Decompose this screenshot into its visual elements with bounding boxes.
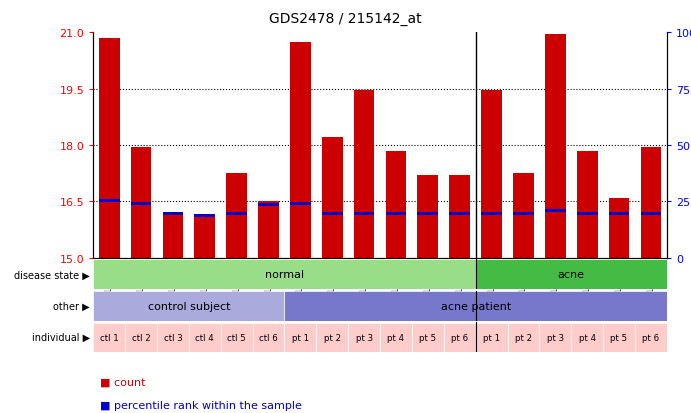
Bar	[412, 323, 444, 352]
Bar	[577, 151, 598, 258]
Bar	[157, 323, 189, 352]
Bar	[545, 210, 566, 213]
Bar	[253, 323, 285, 352]
Text: ctl 3: ctl 3	[164, 333, 182, 342]
Bar	[162, 215, 183, 258]
Bar	[348, 323, 380, 352]
Text: ■ percentile rank within the sample: ■ percentile rank within the sample	[100, 400, 302, 410]
Bar	[227, 212, 247, 215]
Bar	[93, 291, 285, 321]
Bar	[290, 202, 311, 205]
Bar	[93, 323, 125, 352]
Bar	[322, 138, 343, 258]
Bar	[285, 291, 667, 321]
Bar	[285, 323, 316, 352]
Bar	[641, 212, 661, 215]
Bar	[194, 217, 215, 258]
Bar	[481, 212, 502, 215]
Bar	[162, 212, 183, 215]
Text: pt 5: pt 5	[419, 333, 437, 342]
Bar	[609, 212, 630, 215]
Bar	[449, 176, 470, 258]
Bar	[322, 212, 343, 215]
Bar	[577, 212, 598, 215]
Text: ctl 2: ctl 2	[132, 333, 151, 342]
Text: pt 3: pt 3	[356, 333, 372, 342]
Text: ctl 4: ctl 4	[196, 333, 214, 342]
Text: pt 3: pt 3	[547, 333, 564, 342]
Bar	[386, 151, 406, 258]
Text: pt 2: pt 2	[323, 333, 341, 342]
Text: pt 2: pt 2	[515, 333, 532, 342]
Bar	[354, 91, 375, 258]
Bar	[417, 176, 438, 258]
Text: pt 1: pt 1	[483, 333, 500, 342]
Bar	[131, 147, 151, 258]
Text: pt 6: pt 6	[643, 333, 659, 342]
Bar	[513, 212, 533, 215]
Bar	[641, 147, 661, 258]
Bar	[481, 91, 502, 258]
Bar	[475, 260, 667, 290]
Text: pt 6: pt 6	[451, 333, 468, 342]
Bar	[189, 323, 220, 352]
Bar	[507, 323, 540, 352]
Bar	[354, 212, 375, 215]
Text: ctl 5: ctl 5	[227, 333, 246, 342]
Bar	[417, 212, 438, 215]
Bar	[386, 212, 406, 215]
Bar	[258, 203, 279, 206]
Text: ctl 6: ctl 6	[259, 333, 278, 342]
Bar	[220, 323, 253, 352]
Bar	[635, 323, 667, 352]
Bar	[444, 323, 475, 352]
Bar	[93, 260, 475, 290]
Text: acne: acne	[558, 270, 585, 280]
Bar	[99, 39, 120, 258]
Text: pt 5: pt 5	[610, 333, 627, 342]
Text: individual ▶: individual ▶	[32, 332, 90, 342]
Bar	[545, 35, 566, 258]
Bar	[290, 43, 311, 258]
Bar	[99, 199, 120, 203]
Bar	[540, 323, 571, 352]
Bar	[603, 323, 635, 352]
Bar	[609, 198, 630, 258]
Text: ctl 1: ctl 1	[100, 333, 119, 342]
Bar	[131, 202, 151, 205]
Text: control subject: control subject	[148, 301, 230, 311]
Bar	[316, 323, 348, 352]
Bar	[475, 323, 507, 352]
Bar	[227, 174, 247, 258]
Bar	[258, 201, 279, 258]
Text: other ▶: other ▶	[53, 301, 90, 311]
Bar	[449, 212, 470, 215]
Text: GDS2478 / 215142_at: GDS2478 / 215142_at	[269, 12, 422, 26]
Text: pt 4: pt 4	[578, 333, 596, 342]
Text: disease state ▶: disease state ▶	[14, 270, 90, 280]
Bar	[125, 323, 157, 352]
Text: ■ count: ■ count	[100, 377, 146, 387]
Bar	[380, 323, 412, 352]
Bar	[194, 214, 215, 217]
Bar	[571, 323, 603, 352]
Text: normal: normal	[265, 270, 304, 280]
Text: pt 4: pt 4	[388, 333, 404, 342]
Text: pt 1: pt 1	[292, 333, 309, 342]
Bar	[513, 174, 533, 258]
Text: acne patient: acne patient	[441, 301, 511, 311]
